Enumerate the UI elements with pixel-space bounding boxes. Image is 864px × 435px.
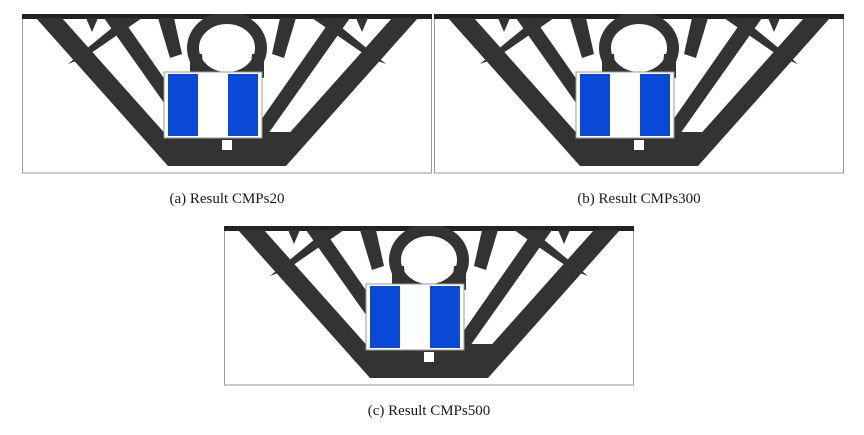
figure-c [224, 226, 634, 386]
caption-c: (c) Result CMPs500 [367, 403, 491, 419]
structure-image-b [434, 14, 844, 174]
structure-image-a [22, 14, 432, 174]
caption-a: (a) Result CMPs20 [169, 191, 285, 207]
caption-b: (b) Result CMPs300 [577, 191, 701, 207]
structure-image-c [224, 226, 634, 386]
figure-b [434, 14, 844, 174]
figure-a [22, 14, 432, 174]
